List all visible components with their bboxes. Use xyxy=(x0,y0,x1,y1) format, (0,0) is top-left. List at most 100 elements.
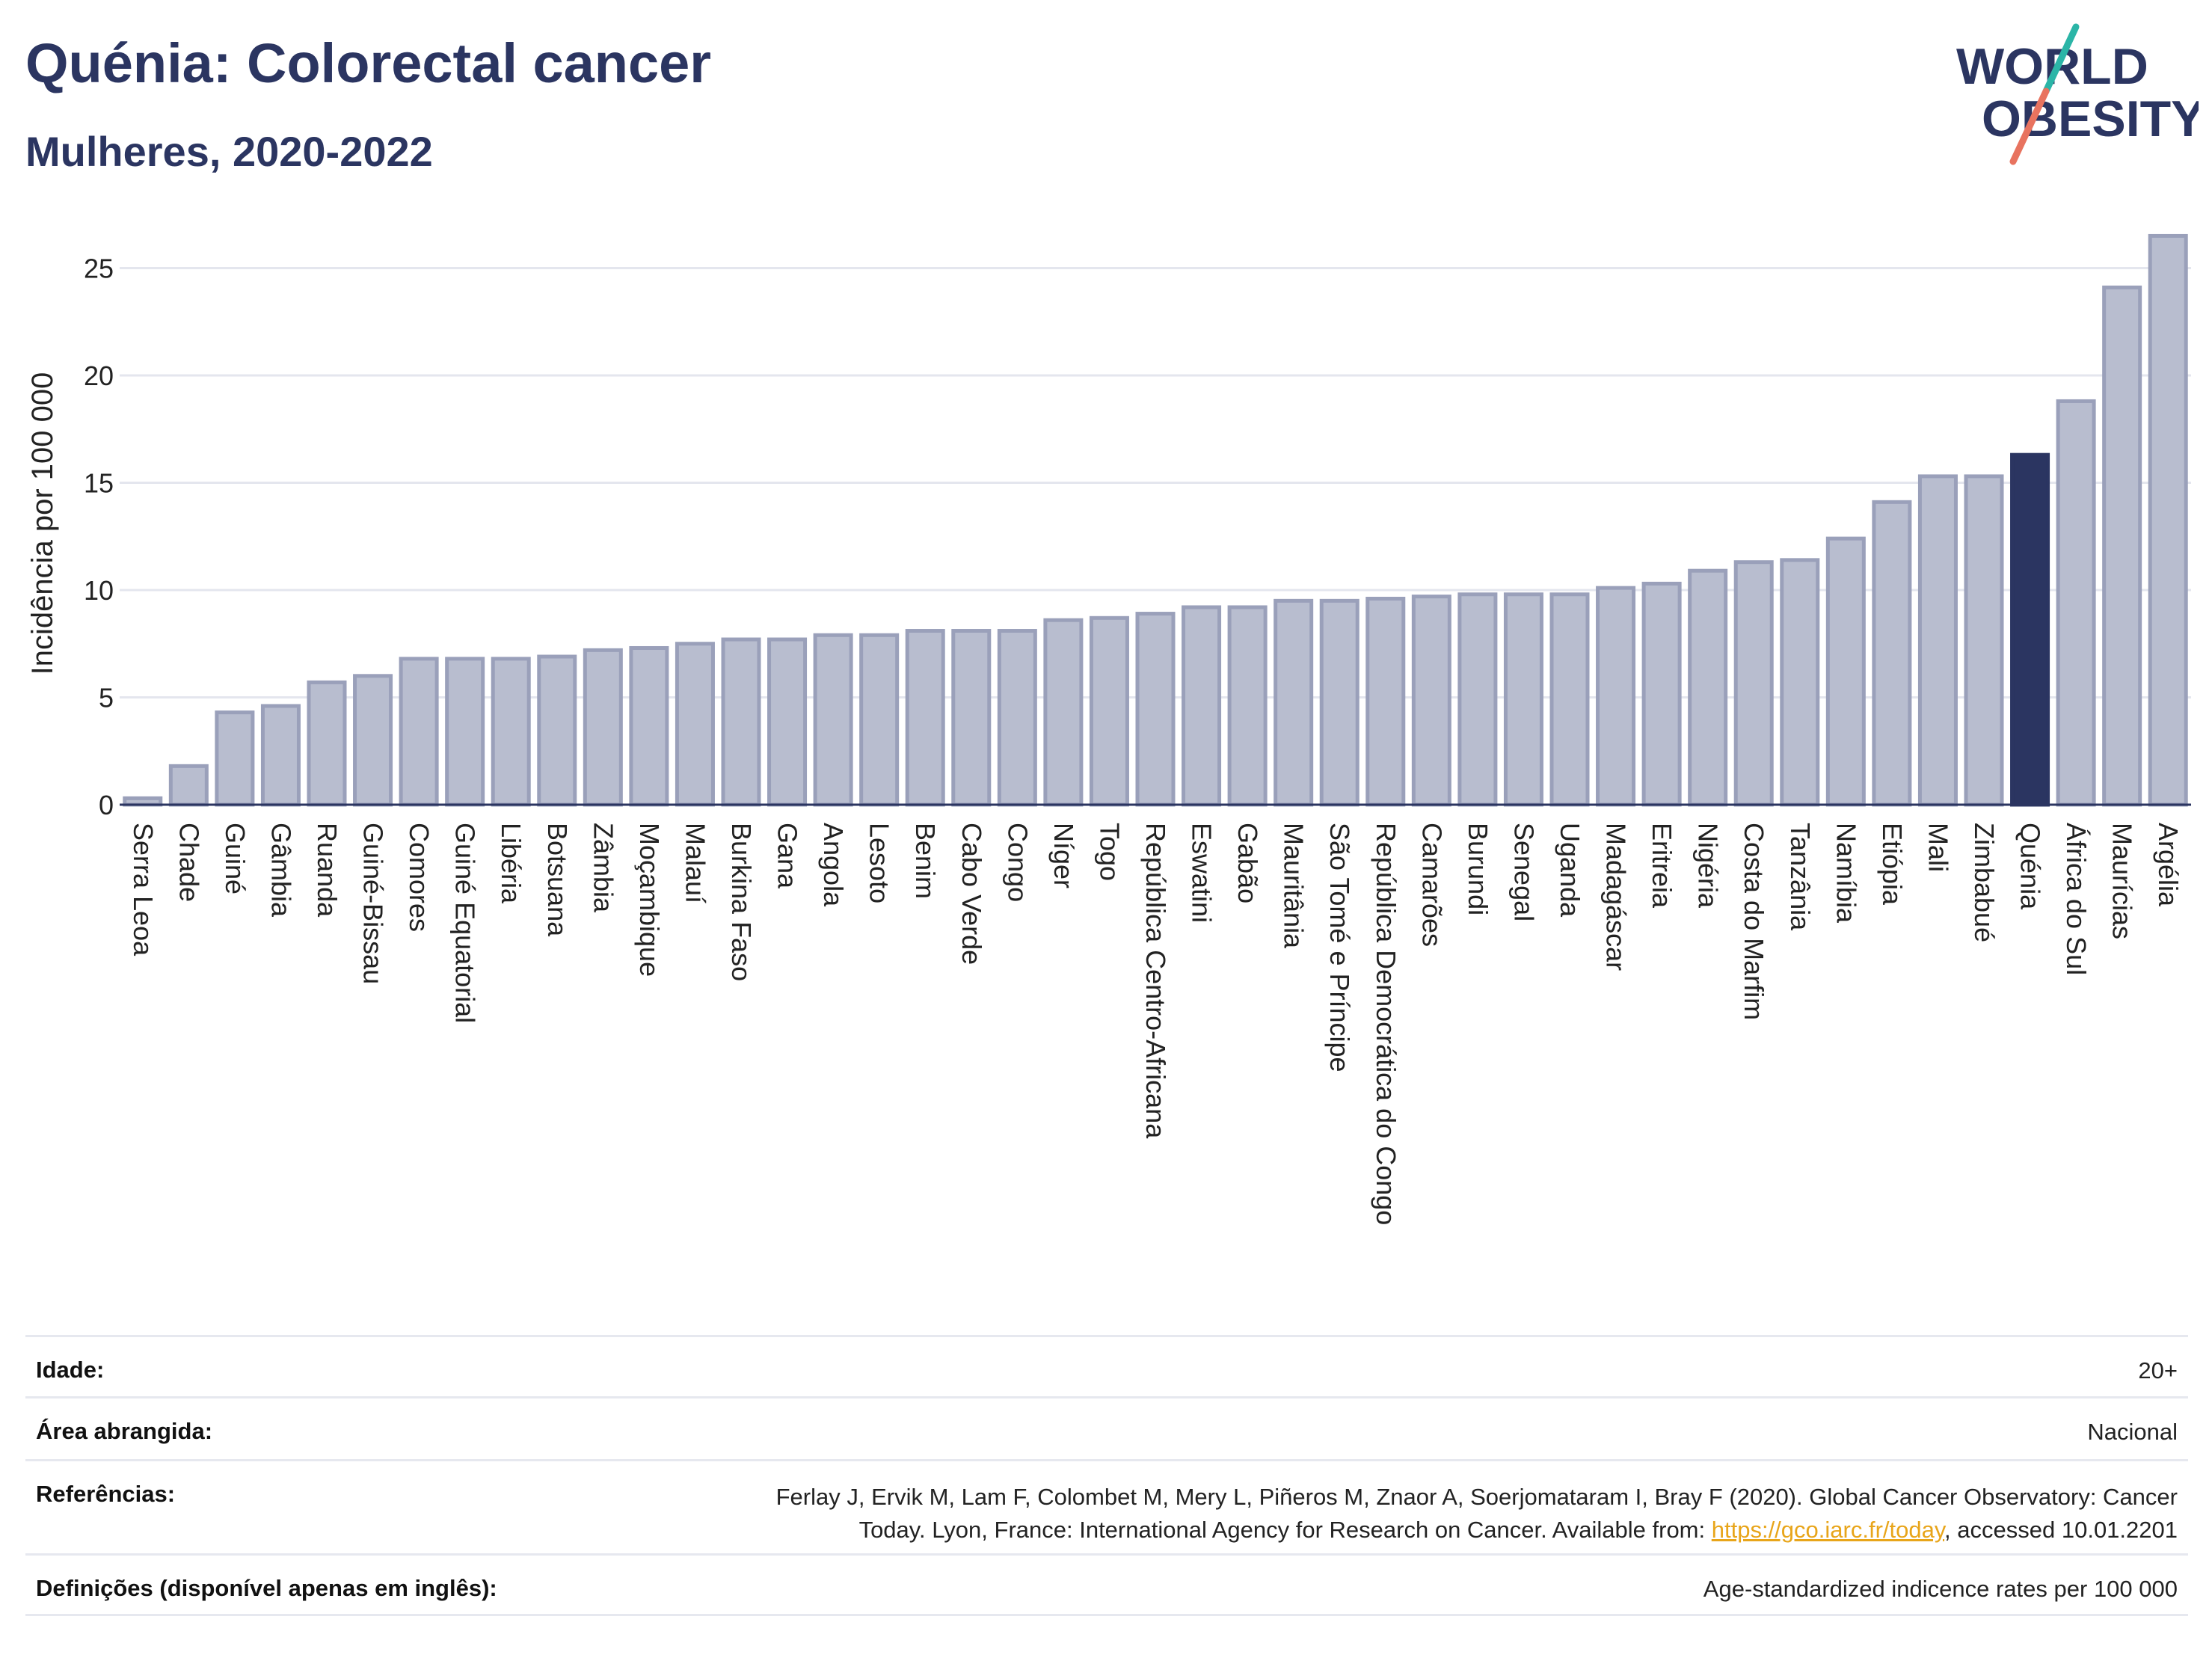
references-line2-post: , accessed 10.01.2201 xyxy=(1944,1517,2178,1543)
x-tick-label: Mauritânia xyxy=(1279,823,1309,949)
x-tick-label: Mali xyxy=(1923,823,1953,872)
bar-guin-bissau[interactable] xyxy=(353,674,393,807)
bar-camar-es[interactable] xyxy=(1411,595,1451,807)
x-tick-label: Malauí xyxy=(680,823,710,903)
x-tick-label: República Centro-Africana xyxy=(1140,823,1171,1139)
bar-z-mbia[interactable] xyxy=(583,648,623,807)
bar-chade[interactable] xyxy=(168,764,209,807)
y-tick-label: 25 xyxy=(84,254,114,284)
bar-eritreia[interactable] xyxy=(1641,581,1682,807)
x-tick-label: Serra Leoa xyxy=(128,823,159,957)
bar-qu-nia[interactable] xyxy=(2010,452,2050,807)
y-tick-label: 15 xyxy=(84,468,114,499)
x-tick-label: Chade xyxy=(173,823,204,902)
bar-gana[interactable] xyxy=(767,637,808,807)
x-tick-label: Lesoto xyxy=(864,823,895,903)
info-value-age: 20+ xyxy=(2138,1357,2178,1384)
x-tick-label: Quénia xyxy=(2015,823,2046,910)
bar-benim[interactable] xyxy=(905,629,945,807)
bar-congo[interactable] xyxy=(997,629,1037,807)
y-tick-label: 5 xyxy=(99,683,114,713)
x-tick-label: Uganda xyxy=(1555,823,1585,918)
info-key-age: Idade: xyxy=(36,1357,105,1383)
bar-angola[interactable] xyxy=(813,633,853,807)
bar-rep-blica-democr-tica-do-congo[interactable] xyxy=(1365,596,1406,807)
bar-lib-ria[interactable] xyxy=(491,657,531,807)
x-tick-label: Madagáscar xyxy=(1601,823,1632,971)
bar-guin-equatorial[interactable] xyxy=(445,657,485,807)
bar-tanz-nia[interactable] xyxy=(1780,558,1820,807)
bar-botsuana[interactable] xyxy=(537,654,577,807)
y-tick-label: 0 xyxy=(99,790,114,820)
x-tick-label: Togo xyxy=(1094,823,1125,881)
info-value-area: Nacional xyxy=(2087,1419,2178,1445)
x-tick-label: Tanzânia xyxy=(1785,823,1816,931)
info-row-definitions: Definições (disponível apenas em inglês)… xyxy=(25,1553,2188,1616)
bar-senegal[interactable] xyxy=(1503,592,1543,807)
x-tick-label: Comores xyxy=(404,823,434,932)
chart-title: Quénia: Colorectal cancer xyxy=(25,32,712,94)
bar-madag-scar[interactable] xyxy=(1596,586,1636,807)
bar-lesoto[interactable] xyxy=(859,633,900,807)
y-axis-title: Incidência por 100 000 xyxy=(26,372,59,675)
references-link[interactable]: https://gco.iarc.fr/today xyxy=(1711,1517,1945,1543)
chart-subtitle: Mulheres, 2020-2022 xyxy=(25,128,433,175)
y-tick-label: 20 xyxy=(84,360,114,391)
x-tick-label: Libéria xyxy=(496,823,526,904)
bar-mo-ambique[interactable] xyxy=(629,645,669,807)
bar-zimbabu-[interactable] xyxy=(1964,474,2004,807)
bar-gab-o[interactable] xyxy=(1227,605,1268,807)
bar-ruanda[interactable] xyxy=(307,680,347,807)
x-tick-label: Senegal xyxy=(1508,823,1539,921)
bar-rep-blica-centro-africana[interactable] xyxy=(1135,612,1176,807)
x-tick-label: Cabo Verde xyxy=(956,823,987,965)
bar-eti-pia[interactable] xyxy=(1872,500,1912,807)
x-tick-label: Botsuana xyxy=(542,823,573,937)
bar-s-o-tom-e-pr-ncipe[interactable] xyxy=(1319,598,1360,807)
x-tick-label: Ruanda xyxy=(312,823,342,918)
y-axis-ticks: 0 5 10 15 20 25 xyxy=(84,254,114,821)
info-row-area: Área abrangida: Nacional xyxy=(25,1396,2188,1459)
bar-nig-ria[interactable] xyxy=(1688,568,1728,807)
bar-burundi[interactable] xyxy=(1457,592,1498,807)
references-line1: Ferlay J, Ervik M, Lam F, Colombet M, Me… xyxy=(775,1484,2178,1510)
x-tick-label: África do Sul xyxy=(2061,823,2092,975)
x-tick-label: Zimbabué xyxy=(1969,823,2000,942)
bar-maur-cias[interactable] xyxy=(2102,285,2142,807)
bar-eswatini[interactable] xyxy=(1182,605,1222,807)
x-tick-label: Guiné Equatorial xyxy=(450,823,481,1023)
bars xyxy=(123,233,2188,807)
x-tick-label: Guiné xyxy=(220,823,251,894)
x-tick-label: Zâmbia xyxy=(588,823,618,913)
x-tick-label: Benim xyxy=(910,823,941,899)
bar-nam-bia[interactable] xyxy=(1825,536,1866,807)
bar-n-ger[interactable] xyxy=(1043,618,1084,807)
x-tick-label: Burundi xyxy=(1463,823,1493,915)
info-key-area: Área abrangida: xyxy=(36,1418,213,1444)
bar-arg-lia[interactable] xyxy=(2148,233,2188,807)
bar-g-mbia[interactable] xyxy=(260,704,301,807)
bar-comores[interactable] xyxy=(399,657,439,807)
x-tick-label: Moçambique xyxy=(634,823,665,977)
bar-uganda[interactable] xyxy=(1549,592,1590,807)
bar-maurit-nia[interactable] xyxy=(1274,598,1314,807)
x-tick-label: Burkina Faso xyxy=(726,823,757,981)
info-row-references: Referências: Ferlay J, Ervik M, Lam F, C… xyxy=(25,1459,2188,1553)
bar-togo[interactable] xyxy=(1089,615,1129,807)
x-tick-label: Níger xyxy=(1048,823,1079,888)
x-tick-label: República Democrática do Congo xyxy=(1371,823,1401,1225)
x-tick-label: Maurícias xyxy=(2107,823,2138,939)
bar-costa-do-marfim[interactable] xyxy=(1733,560,1774,807)
logo-slash-coral xyxy=(2009,87,2050,165)
bar-malau-[interactable] xyxy=(675,642,715,807)
bar-mali[interactable] xyxy=(1917,474,1958,807)
bar-cabo-verde[interactable] xyxy=(951,629,992,807)
bar-chart: 0 5 10 15 20 25 Serra Leoa Chade Guiné Gâmbia Rua… xyxy=(26,233,2191,1225)
info-key-references: Referências: xyxy=(36,1481,176,1507)
bar-guin-[interactable] xyxy=(215,710,255,807)
x-tick-label: Eritreia xyxy=(1647,823,1677,909)
x-tick-label: São Tomé e Príncipe xyxy=(1324,823,1355,1072)
x-tick-label: Camarões xyxy=(1416,823,1447,947)
bar--frica-do-sul[interactable] xyxy=(2056,399,2096,807)
bar-burkina-faso[interactable] xyxy=(721,637,761,807)
